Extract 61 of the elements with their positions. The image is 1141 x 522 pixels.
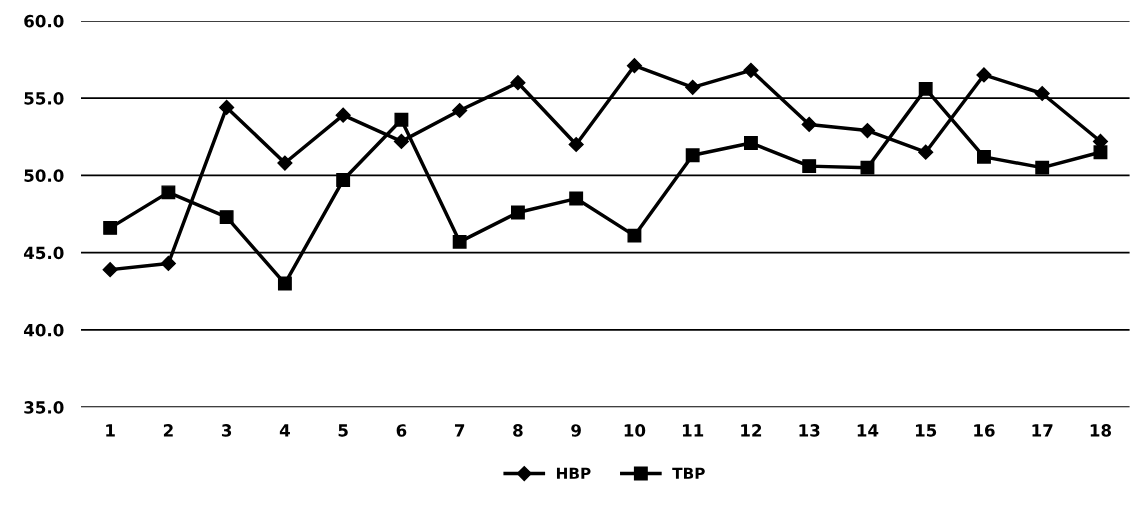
point: [161, 185, 176, 200]
x-tick-label: 14: [857, 424, 879, 437]
x-tick-label: 3: [221, 424, 232, 437]
x-tick-label: 18: [1090, 424, 1112, 437]
point: [510, 75, 526, 91]
y-tick-label: 45.0: [23, 246, 64, 260]
point: [802, 159, 817, 174]
point: [626, 58, 642, 74]
x-tick-label: 4: [279, 424, 290, 437]
y-tick-label: 50.0: [24, 169, 64, 182]
point: [685, 148, 700, 163]
legend-label: TBP: [672, 467, 705, 479]
x-tick-label: 16: [974, 424, 995, 437]
point: [336, 173, 351, 187]
x-tick-label: 2: [163, 424, 173, 437]
x-tick-label: 8: [513, 424, 523, 437]
point: [452, 234, 467, 249]
point: [393, 133, 409, 149]
point: [977, 149, 991, 164]
x-tick-label: 13: [799, 424, 820, 437]
point: [627, 228, 642, 243]
x-tick-label: 1: [106, 424, 115, 437]
point: [452, 102, 468, 119]
x-tick-label: 9: [571, 424, 581, 437]
point: [510, 205, 525, 220]
x-tick-label: 12: [741, 424, 762, 437]
x-tick-label: 10: [624, 424, 646, 437]
point: [859, 123, 876, 139]
point: [277, 155, 293, 171]
point: [743, 135, 758, 150]
point: [568, 136, 584, 153]
point: [277, 276, 292, 291]
point: [1035, 160, 1050, 175]
point: [394, 112, 409, 127]
point: [219, 210, 234, 225]
point: [219, 99, 235, 115]
x-tick-label: 7: [454, 424, 465, 437]
point: [801, 116, 817, 132]
point: [335, 107, 351, 123]
y-tick-label: 40.0: [23, 323, 64, 337]
point: [569, 191, 584, 206]
y-tick-label: 60.0: [24, 14, 64, 28]
point: [1093, 145, 1108, 160]
point: [685, 79, 701, 95]
point: [918, 81, 933, 96]
x-tick-label: 15: [915, 424, 937, 437]
point: [102, 262, 118, 278]
point: [976, 67, 992, 83]
point: [160, 255, 176, 272]
point: [743, 62, 759, 78]
y-tick-label: 55.0: [24, 92, 64, 105]
x-tick-label: 17: [1032, 424, 1053, 437]
legend-label: HBP: [556, 467, 591, 479]
x-tick-label: 5: [338, 424, 348, 437]
point: [1034, 85, 1050, 102]
x-tick-label: 11: [682, 424, 704, 437]
point: [860, 160, 875, 175]
y-tick-label: 35.0: [24, 401, 64, 414]
point: [103, 220, 118, 235]
x-tick-label: 6: [396, 424, 407, 437]
point: [918, 144, 934, 160]
